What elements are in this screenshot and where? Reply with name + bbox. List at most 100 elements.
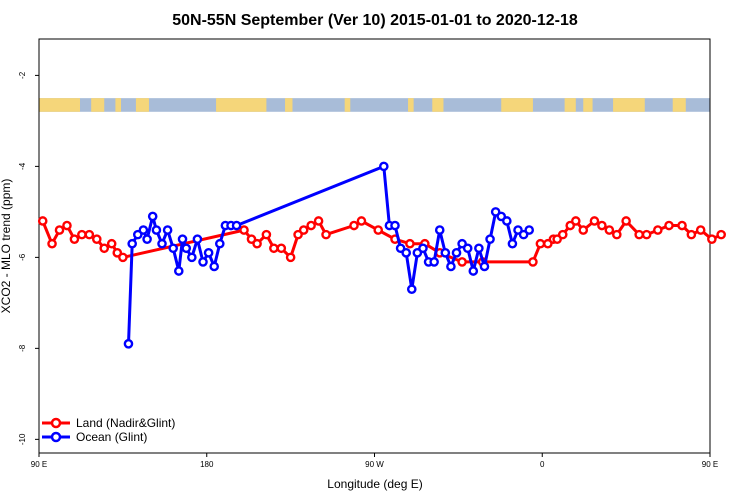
x-tick-label: 180	[200, 460, 214, 469]
data-point-ocean	[127, 238, 137, 249]
data-point-land	[597, 220, 607, 231]
data-point-ocean	[203, 248, 214, 258]
legend-ocean-marker	[50, 431, 62, 443]
legend-land-marker	[50, 417, 62, 429]
data-point-ocean	[485, 234, 495, 244]
data-point-ocean	[502, 216, 512, 226]
data-point-ocean	[451, 248, 462, 258]
data-point-ocean	[474, 243, 484, 254]
strip-land-segment	[39, 98, 81, 112]
data-point-ocean	[157, 238, 167, 249]
strip-land-segment	[216, 98, 267, 112]
data-point-land	[716, 229, 726, 240]
data-point-land	[604, 225, 615, 235]
data-point-ocean	[379, 161, 389, 172]
data-point-land	[321, 229, 331, 240]
data-point-land	[557, 229, 568, 240]
data-point-land	[349, 220, 359, 231]
y-tick-label: -8	[18, 344, 27, 352]
data-point-ocean	[390, 220, 400, 231]
data-point-ocean	[181, 243, 192, 254]
data-point-land	[641, 229, 652, 240]
y-axis: -2 -4 -6 -8 -10	[18, 71, 39, 445]
data-point-ocean	[507, 238, 518, 249]
data-point-land	[261, 229, 272, 240]
data-point-land	[373, 225, 384, 235]
data-point-land	[99, 243, 110, 254]
data-point-land	[621, 216, 631, 226]
strip-ocean-band	[39, 98, 710, 112]
legend-ocean-label: Ocean (Glint)	[76, 430, 147, 444]
data-point-land	[589, 216, 600, 226]
y-axis-label: XCO2 - MLO trend (ppm)	[0, 179, 13, 314]
data-point-ocean	[429, 257, 439, 267]
data-point-land	[612, 229, 622, 240]
data-point-ocean	[462, 243, 473, 254]
data-point-ocean	[401, 248, 411, 258]
data-point-land	[457, 257, 467, 267]
data-point-ocean	[209, 261, 220, 272]
data-point-land	[707, 234, 717, 244]
legend-land-label: Land (Nadir&Glint)	[76, 416, 175, 430]
x-tick-label: 90 W	[365, 460, 384, 469]
data-point-land	[664, 220, 674, 231]
strip-land-segment	[564, 98, 576, 112]
y-tick-label: -10	[18, 433, 27, 445]
data-point-land	[269, 243, 279, 254]
data-point-ocean	[418, 243, 428, 254]
data-point-ocean	[173, 266, 184, 276]
strip-land-segment	[344, 98, 351, 112]
strip-land-segment	[613, 98, 645, 112]
data-point-ocean	[138, 225, 149, 235]
series-group	[37, 161, 726, 349]
data-point-land	[84, 229, 95, 240]
data-point-ocean	[168, 243, 178, 254]
data-point-land	[571, 216, 581, 226]
data-point-land	[91, 234, 102, 244]
data-point-ocean	[434, 225, 445, 235]
data-point-land	[677, 220, 687, 231]
y-tick-label: -2	[18, 71, 27, 79]
strip-land-segment	[432, 98, 444, 112]
y-tick-label: -6	[18, 253, 27, 261]
strip-land-segment	[285, 98, 293, 112]
data-point-ocean	[142, 234, 152, 244]
data-point-ocean	[446, 261, 456, 272]
data-point-ocean	[192, 234, 203, 244]
strip-land-segment	[672, 98, 686, 112]
data-point-land	[62, 220, 72, 231]
data-point-land	[118, 252, 128, 263]
strip-land-segment	[135, 98, 149, 112]
data-point-land	[535, 238, 546, 249]
data-point-land	[37, 216, 48, 226]
data-point-land	[313, 216, 324, 226]
land-ocean-strip	[39, 98, 710, 112]
data-point-land	[276, 243, 287, 254]
data-point-ocean	[151, 225, 162, 235]
data-point-ocean	[187, 252, 197, 263]
data-point-ocean	[479, 261, 490, 272]
data-point-land	[306, 220, 316, 231]
x-tick-label: 0	[540, 460, 545, 469]
data-point-land	[298, 225, 309, 235]
strip-land-segment	[91, 98, 105, 112]
data-point-ocean	[198, 257, 208, 267]
data-point-land	[356, 216, 367, 226]
data-point-land	[634, 229, 644, 240]
x-axis-label: Longitude (deg E)	[327, 477, 422, 491]
data-point-land	[252, 238, 262, 249]
data-point-land	[77, 229, 87, 240]
data-point-ocean	[524, 225, 535, 235]
data-point-land	[285, 252, 296, 263]
strip-land-segment	[408, 98, 414, 112]
data-point-land	[686, 229, 697, 240]
data-point-land	[47, 238, 57, 249]
data-point-ocean	[147, 211, 158, 222]
data-point-land	[653, 225, 663, 235]
data-point-ocean	[177, 234, 188, 244]
strip-land-segment	[115, 98, 122, 112]
y-tick-label: -4	[18, 162, 27, 170]
data-point-land	[405, 238, 415, 249]
data-point-ocean	[123, 339, 134, 349]
